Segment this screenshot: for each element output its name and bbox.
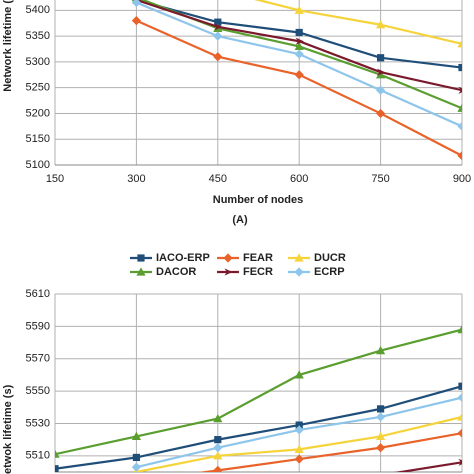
legend-label: DACOR <box>156 266 196 278</box>
marker <box>295 28 303 37</box>
marker <box>294 267 304 277</box>
marker <box>55 465 59 472</box>
marker <box>223 253 233 263</box>
y-axis-label: Network lifetime ( <box>2 0 14 92</box>
marker <box>377 54 385 62</box>
marker <box>294 49 304 59</box>
marker <box>457 103 462 112</box>
y-tick-label: 5100 <box>26 159 50 171</box>
caption: (A) <box>232 214 248 226</box>
x-tick-label: 900 <box>453 173 471 185</box>
y-tick-label: 5200 <box>26 107 50 119</box>
y-tick-label: 5300 <box>26 56 50 68</box>
plot-area <box>131 0 462 161</box>
marker <box>213 52 223 62</box>
marker <box>376 20 386 29</box>
marker <box>294 70 304 80</box>
marker <box>295 421 303 429</box>
marker <box>55 449 60 458</box>
y-tick-label: 5400 <box>26 4 50 16</box>
marker <box>294 370 304 379</box>
marker <box>213 31 223 41</box>
marker <box>376 70 386 79</box>
marker <box>132 453 140 462</box>
marker <box>457 428 462 438</box>
series-line <box>393 461 462 472</box>
x-tick-label: 600 <box>290 173 308 185</box>
legend-label: FEAR <box>243 252 273 264</box>
marker <box>457 325 462 334</box>
marker <box>376 108 386 119</box>
marker <box>131 0 141 8</box>
marker <box>214 436 222 444</box>
marker <box>294 253 304 262</box>
x-tick-label: 150 <box>46 173 64 185</box>
marker <box>376 346 386 355</box>
marker <box>294 454 304 464</box>
marker <box>457 121 462 131</box>
marker <box>136 267 146 276</box>
legend-label: ECRP <box>314 266 345 278</box>
marker <box>376 412 386 422</box>
marker <box>131 431 141 440</box>
marker <box>213 414 223 423</box>
marker <box>458 63 462 72</box>
marker <box>131 16 141 26</box>
marker <box>377 68 386 76</box>
marker <box>458 458 462 466</box>
legend-label: DUCR <box>314 252 346 264</box>
marker <box>294 425 304 435</box>
marker <box>214 23 223 31</box>
marker <box>377 405 385 413</box>
marker <box>294 5 304 14</box>
y-tick-label: 5550 <box>26 385 50 397</box>
x-tick-label: 450 <box>209 173 227 185</box>
y-tick-label: 5590 <box>26 320 50 332</box>
series-line <box>55 328 462 456</box>
marker <box>457 151 462 161</box>
marker <box>458 382 462 390</box>
marker <box>213 451 223 460</box>
marker <box>457 412 462 421</box>
plot-area <box>55 325 462 472</box>
marker <box>295 37 304 45</box>
marker <box>376 443 386 453</box>
y-tick-label: 5510 <box>26 450 50 462</box>
y-axis-label: etwok lifetime (s) <box>2 384 14 474</box>
x-tick-label: 300 <box>127 173 145 185</box>
y-tick-label: 5530 <box>26 417 50 429</box>
y-tick-label: 5570 <box>26 353 50 365</box>
marker <box>224 268 233 276</box>
marker <box>457 392 462 403</box>
marker <box>213 465 223 472</box>
series-line <box>254 0 462 45</box>
marker <box>376 85 386 95</box>
y-tick-label: 5250 <box>26 82 50 94</box>
marker <box>377 471 378 472</box>
legend-label: FECR <box>243 266 273 278</box>
y-tick-label: 5150 <box>26 133 50 145</box>
marker <box>457 39 462 48</box>
x-axis-label: Number of nodes <box>213 194 303 206</box>
marker <box>294 444 304 453</box>
marker <box>294 41 304 51</box>
marker <box>137 254 145 262</box>
marker <box>376 431 386 440</box>
series-line <box>55 385 462 470</box>
y-tick-label: 5350 <box>26 30 50 42</box>
y-tick-label: 5610 <box>26 288 50 300</box>
legend-label: IACO-ERP <box>156 252 210 264</box>
marker <box>458 86 462 94</box>
marker <box>213 443 223 453</box>
marker <box>214 18 222 26</box>
x-tick-label: 750 <box>371 173 389 185</box>
marker <box>131 462 141 472</box>
